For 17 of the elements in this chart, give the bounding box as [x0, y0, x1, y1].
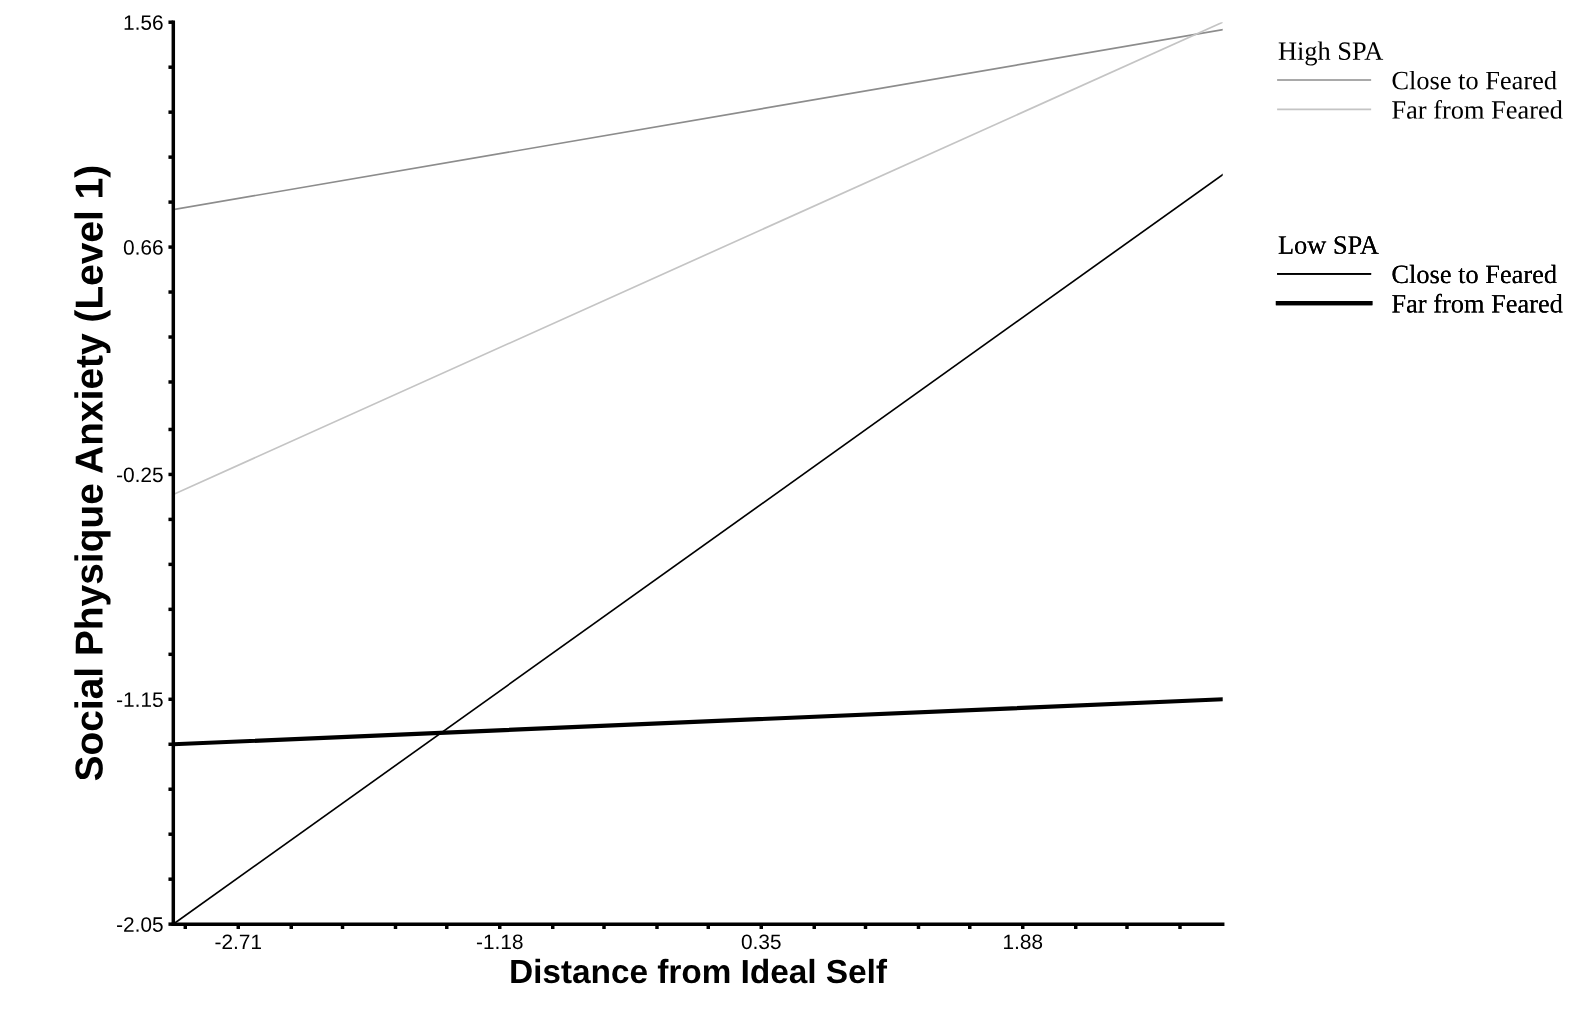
- text: Low SPA: [1278, 236, 1379, 254]
- legend-label: Close to Feared: [1392, 264, 1557, 284]
- text: High SPA: [1278, 41, 1384, 66]
- legend-label: Far from Feared: [1392, 100, 1563, 119]
- y-tick-label: -1.15: [117, 692, 163, 708]
- y-axis-title: Social Physique Anxiety (Level 1): [74, 166, 111, 781]
- x-tick-label: 0.35: [741, 934, 781, 950]
- x-tick-label: -2.71: [215, 934, 261, 949]
- x-tick-label: 1.88: [1004, 934, 1043, 950]
- x-axis-title: Distance from Ideal Self: [511, 958, 888, 984]
- y-tick-label: -2.05: [117, 917, 163, 932]
- legend-label: Far from Feared: [1392, 293, 1563, 313]
- x-tick-label: -1.18: [476, 934, 523, 950]
- legend-label: Close to Feared: [1392, 70, 1557, 90]
- y-tick-label: -0.25: [117, 467, 163, 483]
- y-tick-label: 1.56: [124, 15, 163, 30]
- y-tick-label: 0.66: [123, 240, 163, 255]
